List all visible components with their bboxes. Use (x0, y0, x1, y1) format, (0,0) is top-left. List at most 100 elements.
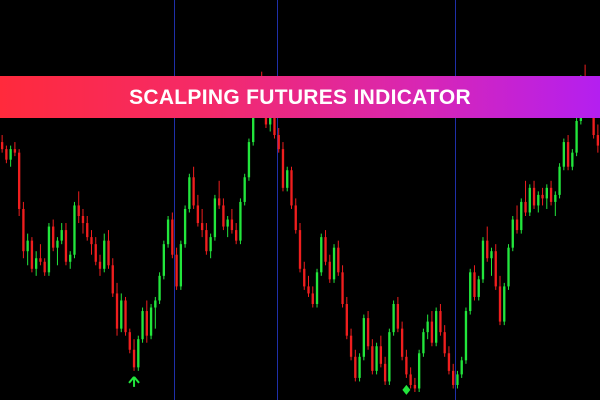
candle-body (575, 120, 578, 153)
period-separators (174, 0, 456, 400)
candle-body (392, 304, 395, 333)
candle-body (124, 300, 127, 333)
candle-82 (349, 328, 353, 361)
candle-body (81, 216, 85, 224)
candle-body (545, 187, 548, 199)
candle-body (452, 370, 455, 385)
candle-42 (179, 240, 183, 290)
candle-body (149, 307, 153, 336)
candle-body (22, 208, 25, 252)
candle-body (115, 293, 119, 329)
candle-body (183, 208, 187, 245)
candle-69 (294, 198, 297, 234)
candle-32 (137, 335, 140, 371)
buy-diamond-icon (402, 384, 411, 395)
candle-body (141, 311, 144, 340)
candle-body (494, 251, 497, 287)
candle-7 (30, 237, 34, 273)
candle-body (371, 346, 374, 371)
candle-body (354, 356, 357, 378)
candle-19 (81, 208, 85, 234)
candle-body (137, 339, 140, 368)
candle-body (230, 219, 234, 231)
candle-body (422, 332, 425, 354)
candle-10 (43, 258, 46, 276)
candle-33 (141, 307, 144, 343)
candle-body (175, 254, 178, 287)
candle-body (486, 240, 489, 259)
candle-15 (64, 223, 68, 266)
candle-body (26, 240, 29, 252)
candle-body (43, 261, 46, 273)
candle-body (73, 205, 76, 255)
candle-129 (549, 180, 553, 206)
candle-body (324, 237, 327, 262)
candle-111 (473, 265, 476, 301)
candle-body (464, 311, 468, 361)
candle-108 (460, 356, 463, 378)
candle-body (243, 177, 246, 202)
candle-body (222, 205, 225, 227)
candle-body (477, 279, 480, 297)
candle-body (209, 237, 212, 252)
candle-34 (145, 300, 148, 343)
candle-body (273, 117, 276, 136)
candle-body (311, 293, 314, 304)
candle-body (379, 346, 383, 364)
candle-23 (98, 254, 102, 276)
candle-body (179, 244, 183, 287)
candle-body (473, 272, 476, 297)
candle-body (443, 332, 446, 354)
candle-55 (235, 223, 238, 245)
candle-103 (439, 304, 442, 336)
candle-11 (47, 223, 51, 276)
candle-87 (371, 339, 374, 375)
candle-body (166, 219, 170, 245)
candle-130 (554, 191, 557, 216)
candle-body (537, 194, 540, 206)
candle-body (188, 177, 191, 209)
candle-body (341, 272, 344, 304)
candle-117 (498, 275, 502, 326)
candle-43 (183, 205, 187, 248)
candle-body (439, 311, 442, 333)
candle-body (120, 300, 123, 329)
candle-body (9, 149, 12, 160)
candle-body (409, 374, 412, 385)
candle-133 (566, 135, 570, 171)
candle-body (571, 152, 574, 167)
candle-body (69, 254, 72, 262)
candle-128 (545, 184, 548, 209)
candle-106 (452, 363, 455, 389)
candle-112 (477, 275, 480, 301)
candle-body (103, 240, 106, 269)
candle-body (56, 240, 59, 248)
candle-71 (303, 261, 306, 290)
candle-body (252, 113, 255, 143)
candle-26 (111, 258, 114, 297)
candle-body (554, 194, 557, 202)
candle-47 (200, 208, 204, 238)
candle-body (128, 332, 131, 350)
candle-17 (73, 201, 76, 259)
candle-body (498, 286, 502, 322)
candle-100 (426, 314, 429, 340)
candle-28 (120, 293, 123, 333)
candle-101 (430, 311, 434, 347)
candle-body (39, 258, 42, 262)
candle-body (132, 349, 136, 368)
candle-body (298, 230, 302, 269)
candle-65 (277, 128, 280, 153)
candle-body (400, 328, 404, 357)
candle-body (511, 219, 514, 248)
candle-99 (422, 328, 425, 357)
candle-body (524, 201, 527, 213)
candle-56 (239, 198, 242, 245)
candle-119 (507, 244, 510, 290)
candle-94 (400, 321, 404, 361)
candle-body (515, 219, 519, 231)
candle-body (162, 244, 165, 276)
candle-body (30, 240, 34, 269)
candle-73 (311, 286, 314, 308)
